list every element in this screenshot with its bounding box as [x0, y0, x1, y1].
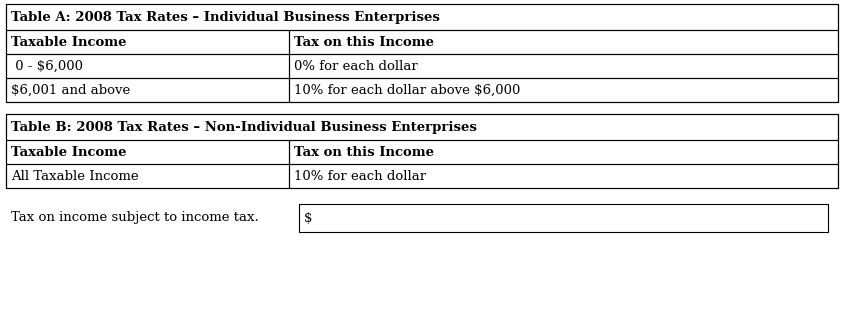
Bar — [289, 30, 838, 54]
Text: 10% for each dollar: 10% for each dollar — [294, 169, 426, 182]
Text: $6,001 and above: $6,001 and above — [11, 84, 130, 96]
Text: Tax on this Income: Tax on this Income — [294, 36, 434, 48]
Bar — [6, 114, 838, 188]
Bar — [6, 140, 289, 164]
Text: Table A: 2008 Tax Rates – Individual Business Enterprises: Table A: 2008 Tax Rates – Individual Bus… — [11, 10, 440, 24]
Bar — [289, 54, 838, 78]
Text: All Taxable Income: All Taxable Income — [11, 169, 138, 182]
Text: Tax on this Income: Tax on this Income — [294, 145, 434, 159]
Text: 0 - $6,000: 0 - $6,000 — [11, 59, 83, 73]
Text: Taxable Income: Taxable Income — [11, 36, 127, 48]
Bar — [6, 164, 289, 188]
Text: 10% for each dollar above $6,000: 10% for each dollar above $6,000 — [294, 84, 520, 96]
Bar — [289, 164, 838, 188]
Text: Taxable Income: Taxable Income — [11, 145, 127, 159]
Bar — [289, 78, 838, 102]
Bar — [6, 4, 838, 30]
Text: $: $ — [304, 211, 312, 224]
Text: Tax on income subject to income tax.: Tax on income subject to income tax. — [11, 211, 259, 224]
Bar — [299, 204, 828, 232]
Text: Table B: 2008 Tax Rates – Non-Individual Business Enterprises: Table B: 2008 Tax Rates – Non-Individual… — [11, 121, 477, 133]
Bar — [6, 30, 289, 54]
Bar — [6, 4, 838, 102]
Bar — [289, 140, 838, 164]
Bar — [6, 114, 838, 140]
Text: 0% for each dollar: 0% for each dollar — [294, 59, 418, 73]
Bar — [6, 54, 289, 78]
Bar — [6, 78, 289, 102]
